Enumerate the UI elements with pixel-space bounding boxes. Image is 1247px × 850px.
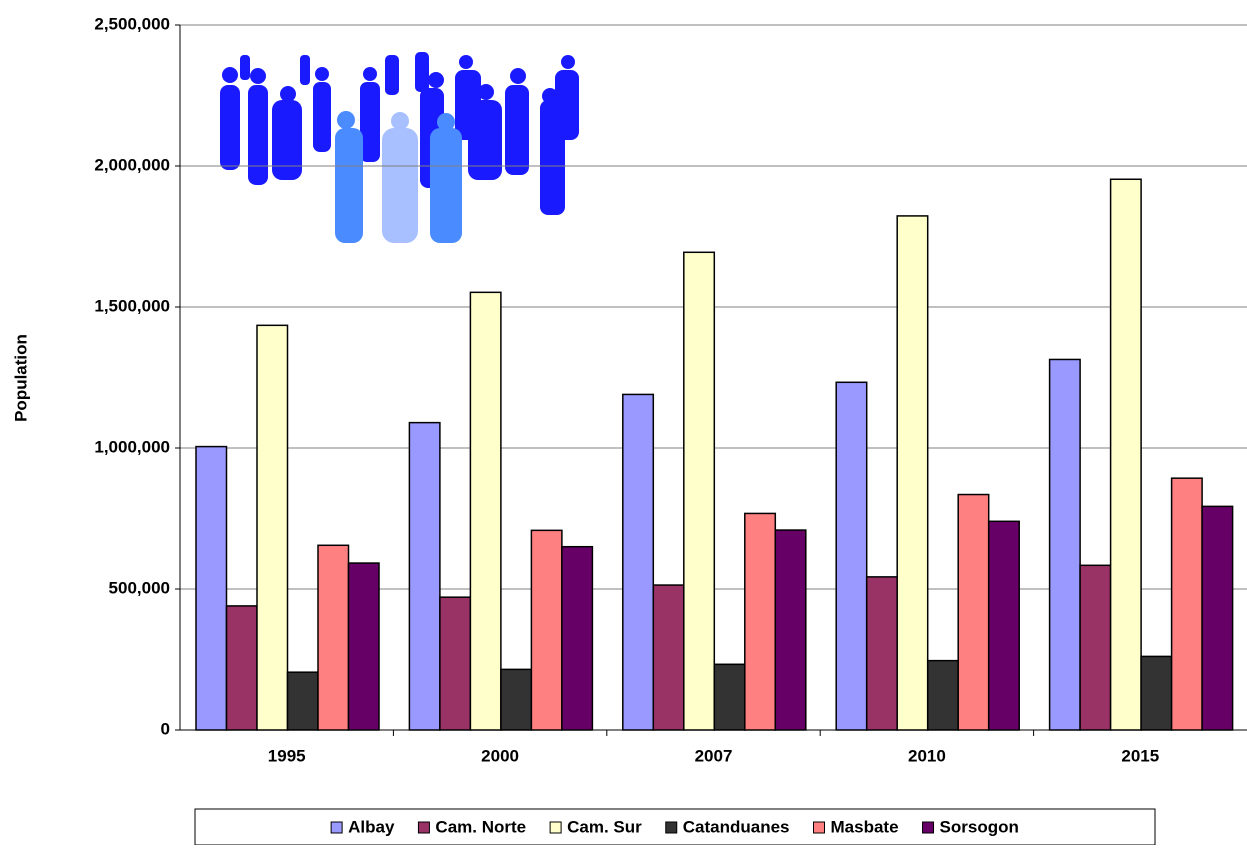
y-tick-label: 1,500,000 [94, 296, 170, 315]
y-tick-label: 2,000,000 [94, 155, 170, 174]
x-tick-label: 2007 [695, 746, 733, 765]
legend-label: Sorsogon [940, 817, 1019, 836]
legend-label: Catanduanes [683, 817, 790, 836]
x-tick-label: 2000 [481, 746, 519, 765]
legend-swatch [417, 821, 430, 834]
bar [622, 393, 655, 731]
x-tick-label: 1995 [268, 746, 306, 765]
people-clipart [220, 52, 579, 243]
y-tick-label: 1,000,000 [94, 437, 170, 456]
legend-label: Albay [348, 817, 395, 836]
legend: Albay Cam. Norte Cam. Sur Catanduanes Masbat… [194, 808, 1156, 846]
bar [500, 668, 533, 731]
bar [225, 605, 258, 731]
bar [865, 576, 898, 731]
bar [439, 596, 472, 731]
legend-swatch [549, 821, 562, 834]
bar [530, 529, 563, 731]
bar [683, 251, 716, 731]
bar [195, 445, 228, 731]
bar [1170, 477, 1203, 731]
x-tick-label: 2015 [1121, 746, 1159, 765]
bar [1079, 564, 1112, 731]
legend-swatch [330, 821, 343, 834]
legend-swatch [922, 821, 935, 834]
bar [469, 291, 502, 731]
bar [957, 493, 990, 731]
bar [561, 545, 594, 731]
bar [408, 421, 441, 731]
legend-swatch [813, 821, 825, 834]
bar [256, 324, 289, 731]
bar [286, 671, 319, 731]
bar [1140, 655, 1173, 731]
bar [1109, 178, 1142, 731]
y-tick-label: 0 [161, 719, 170, 738]
bar [774, 529, 807, 731]
legend-label: Cam. Sur [567, 817, 642, 836]
bar [1201, 505, 1234, 731]
legend-label: Cam. Norte [435, 817, 526, 836]
bar [713, 663, 746, 731]
bar [835, 381, 868, 731]
y-tick-label: 2,500,000 [94, 14, 170, 33]
bar [744, 512, 777, 731]
bar [347, 562, 380, 731]
bar [652, 584, 685, 731]
bar [896, 215, 929, 731]
bar [926, 659, 959, 731]
bar [987, 520, 1020, 731]
y-tick-label: 500,000 [109, 578, 170, 597]
y-axis-label: Population [11, 334, 30, 422]
bar [317, 544, 350, 731]
bar [1048, 358, 1081, 731]
x-tick-label: 2010 [908, 746, 946, 765]
legend-swatch [665, 821, 678, 834]
legend-label: Masbate [831, 817, 899, 836]
